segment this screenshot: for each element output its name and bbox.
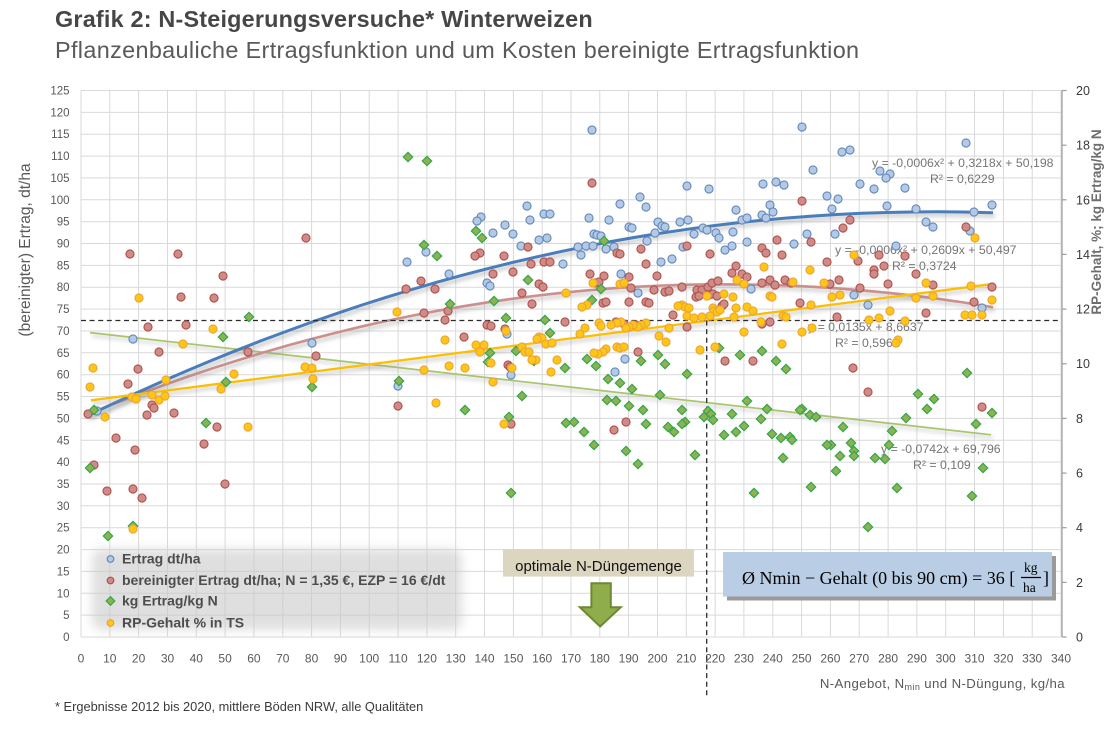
svg-text:30: 30 — [161, 652, 175, 666]
svg-text:140: 140 — [474, 652, 494, 666]
svg-text:180: 180 — [590, 652, 610, 666]
svg-text:330: 330 — [1022, 652, 1042, 666]
svg-text:120: 120 — [417, 652, 437, 666]
svg-text:60: 60 — [247, 652, 261, 666]
svg-text:65: 65 — [57, 348, 70, 360]
svg-text:15: 15 — [57, 566, 70, 578]
svg-text:55: 55 — [57, 392, 70, 404]
svg-text:115: 115 — [51, 129, 69, 141]
svg-text:6: 6 — [1076, 467, 1083, 481]
svg-text:240: 240 — [763, 652, 783, 666]
svg-text:50: 50 — [218, 652, 232, 666]
svg-text:8: 8 — [1076, 412, 1083, 426]
svg-text:95: 95 — [57, 217, 70, 229]
svg-text:170: 170 — [561, 652, 581, 666]
svg-text:320: 320 — [993, 652, 1013, 666]
svg-text:0: 0 — [63, 632, 69, 644]
svg-text:80: 80 — [57, 282, 70, 294]
svg-text:18: 18 — [1076, 139, 1090, 153]
svg-text:12: 12 — [1076, 303, 1090, 317]
svg-text:45: 45 — [57, 435, 70, 447]
svg-text:110: 110 — [389, 652, 408, 666]
svg-text:Ø Nmin − Gehalt (0 bis 90 cm): Ø Nmin − Gehalt (0 bis 90 cm) = 36 [ — [742, 568, 1015, 589]
svg-text:y = -0,0006x² + 0,3218x + 50,1: y = -0,0006x² + 0,3218x + 50,198 — [872, 156, 1054, 170]
svg-text:optimale N-Düngemenge: optimale N-Düngemenge — [515, 558, 682, 575]
svg-text:35: 35 — [57, 479, 70, 491]
svg-text:120: 120 — [50, 107, 69, 119]
svg-text:y = -0,0006x² + 0,2609x + 50,4: y = -0,0006x² + 0,2609x + 50,497 — [835, 243, 1017, 257]
svg-text:20: 20 — [57, 545, 70, 557]
svg-text:125: 125 — [50, 86, 69, 98]
svg-text:10: 10 — [103, 652, 117, 666]
svg-text:0: 0 — [78, 652, 85, 666]
svg-text:5: 5 — [63, 610, 69, 622]
svg-text:N-Angebot, Nmin und N-Düngung,: N-Angebot, Nmin und N-Düngung, kg/ha — [820, 676, 1065, 692]
svg-text:y = -0,0742x + 69,796: y = -0,0742x + 69,796 — [881, 442, 1001, 456]
svg-text:RP-Gehalt, %; kg Ertrag/kg N: RP-Gehalt, %; kg Ertrag/kg N — [1089, 129, 1104, 314]
svg-text:16: 16 — [1076, 193, 1090, 207]
svg-text:RP-Gehalt % in TS: RP-Gehalt % in TS — [122, 615, 244, 631]
svg-text:14: 14 — [1076, 248, 1090, 262]
svg-text:105: 105 — [50, 173, 69, 185]
svg-text:85: 85 — [57, 260, 70, 272]
svg-text:160: 160 — [532, 652, 552, 666]
svg-text:220: 220 — [705, 652, 725, 666]
svg-text:y = 0,0135x + 8,6637: y = 0,0135x + 8,6637 — [808, 320, 924, 334]
svg-text:ha: ha — [1023, 580, 1036, 595]
svg-text:Pflanzenbauliche Ertragsfunkti: Pflanzenbauliche Ertragsfunktion und um … — [55, 37, 859, 63]
svg-text:2: 2 — [1076, 576, 1083, 590]
svg-text:60: 60 — [57, 370, 70, 382]
svg-text:0: 0 — [1076, 631, 1083, 645]
svg-text:90: 90 — [57, 239, 70, 251]
svg-text:]: ] — [1043, 568, 1049, 588]
svg-text:200: 200 — [647, 652, 667, 666]
svg-text:30: 30 — [57, 501, 70, 513]
svg-text:290: 290 — [907, 652, 927, 666]
svg-text:R² = 0,109: R² = 0,109 — [913, 458, 971, 472]
svg-text:kg: kg — [1024, 560, 1038, 575]
svg-text:260: 260 — [820, 652, 840, 666]
svg-text:300: 300 — [936, 652, 956, 666]
svg-text:50: 50 — [57, 413, 70, 425]
svg-text:25: 25 — [57, 523, 70, 535]
svg-text:40: 40 — [190, 652, 204, 666]
svg-text:(bereinigter) Ertrag, dt/ha: (bereinigter) Ertrag, dt/ha — [17, 163, 34, 337]
svg-text:R² = 0,5962: R² = 0,5962 — [835, 336, 900, 350]
svg-text:90: 90 — [334, 652, 348, 666]
svg-text:R² = 0,3724: R² = 0,3724 — [892, 259, 957, 273]
svg-text:130: 130 — [446, 652, 466, 666]
svg-text:* Ergebnisse 2012 bis 2020, mi: * Ergebnisse 2012 bis 2020, mittlere Böd… — [55, 699, 423, 714]
svg-text:70: 70 — [276, 652, 290, 666]
svg-text:230: 230 — [734, 652, 754, 666]
svg-text:10: 10 — [57, 588, 70, 600]
svg-text:110: 110 — [51, 151, 69, 163]
svg-text:Ertrag dt/ha: Ertrag dt/ha — [122, 551, 201, 567]
svg-text:100: 100 — [50, 195, 69, 207]
svg-text:310: 310 — [964, 652, 984, 666]
svg-text:Grafik 2: N-Steigerungsversuch: Grafik 2: N-Steigerungsversuche* Winterw… — [55, 6, 593, 32]
svg-text:70: 70 — [57, 326, 70, 338]
svg-text:100: 100 — [359, 652, 379, 666]
svg-text:kg Ertrag/kg N: kg Ertrag/kg N — [122, 593, 218, 609]
svg-text:80: 80 — [305, 652, 319, 666]
svg-text:40: 40 — [57, 457, 70, 469]
svg-text:10: 10 — [1076, 357, 1090, 371]
svg-text:250: 250 — [792, 652, 812, 666]
svg-text:R² = 0,6229: R² = 0,6229 — [930, 172, 995, 186]
svg-text:340: 340 — [1051, 652, 1071, 666]
svg-text:280: 280 — [878, 652, 898, 666]
svg-text:190: 190 — [619, 652, 639, 666]
svg-text:bereinigter Ertrag dt/ha; N =: bereinigter Ertrag dt/ha; N = 1,35 €, EZ… — [122, 572, 446, 588]
svg-text:270: 270 — [849, 652, 869, 666]
svg-text:4: 4 — [1076, 521, 1083, 535]
svg-text:20: 20 — [1076, 84, 1090, 98]
svg-text:75: 75 — [57, 304, 70, 316]
svg-text:20: 20 — [132, 652, 146, 666]
svg-text:210: 210 — [676, 652, 696, 666]
svg-text:150: 150 — [503, 652, 523, 666]
